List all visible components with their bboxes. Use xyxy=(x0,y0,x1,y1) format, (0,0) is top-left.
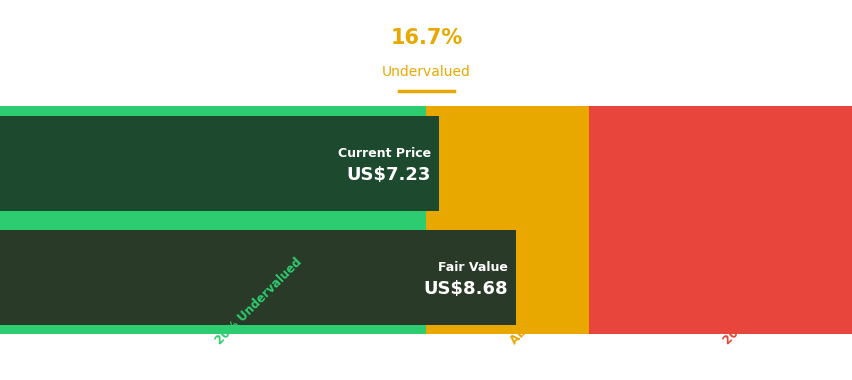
Text: 16.7%: 16.7% xyxy=(390,28,462,48)
Bar xyxy=(426,106,588,334)
Text: US$8.68: US$8.68 xyxy=(423,280,507,298)
Bar xyxy=(0,106,426,334)
Bar xyxy=(0,211,426,220)
Text: US$7.23: US$7.23 xyxy=(346,166,430,184)
Bar xyxy=(0,106,426,116)
Text: 20% Overvalued: 20% Overvalued xyxy=(720,262,805,347)
Text: 20% Undervalued: 20% Undervalued xyxy=(213,256,304,347)
Bar xyxy=(588,106,852,334)
Text: About Right: About Right xyxy=(507,282,572,347)
Bar xyxy=(0,220,426,230)
Bar xyxy=(0,116,439,211)
Text: Undervalued: Undervalued xyxy=(382,65,470,79)
Bar xyxy=(0,230,515,325)
Text: Fair Value: Fair Value xyxy=(437,261,507,274)
Bar xyxy=(0,325,426,334)
Text: Current Price: Current Price xyxy=(337,147,430,160)
